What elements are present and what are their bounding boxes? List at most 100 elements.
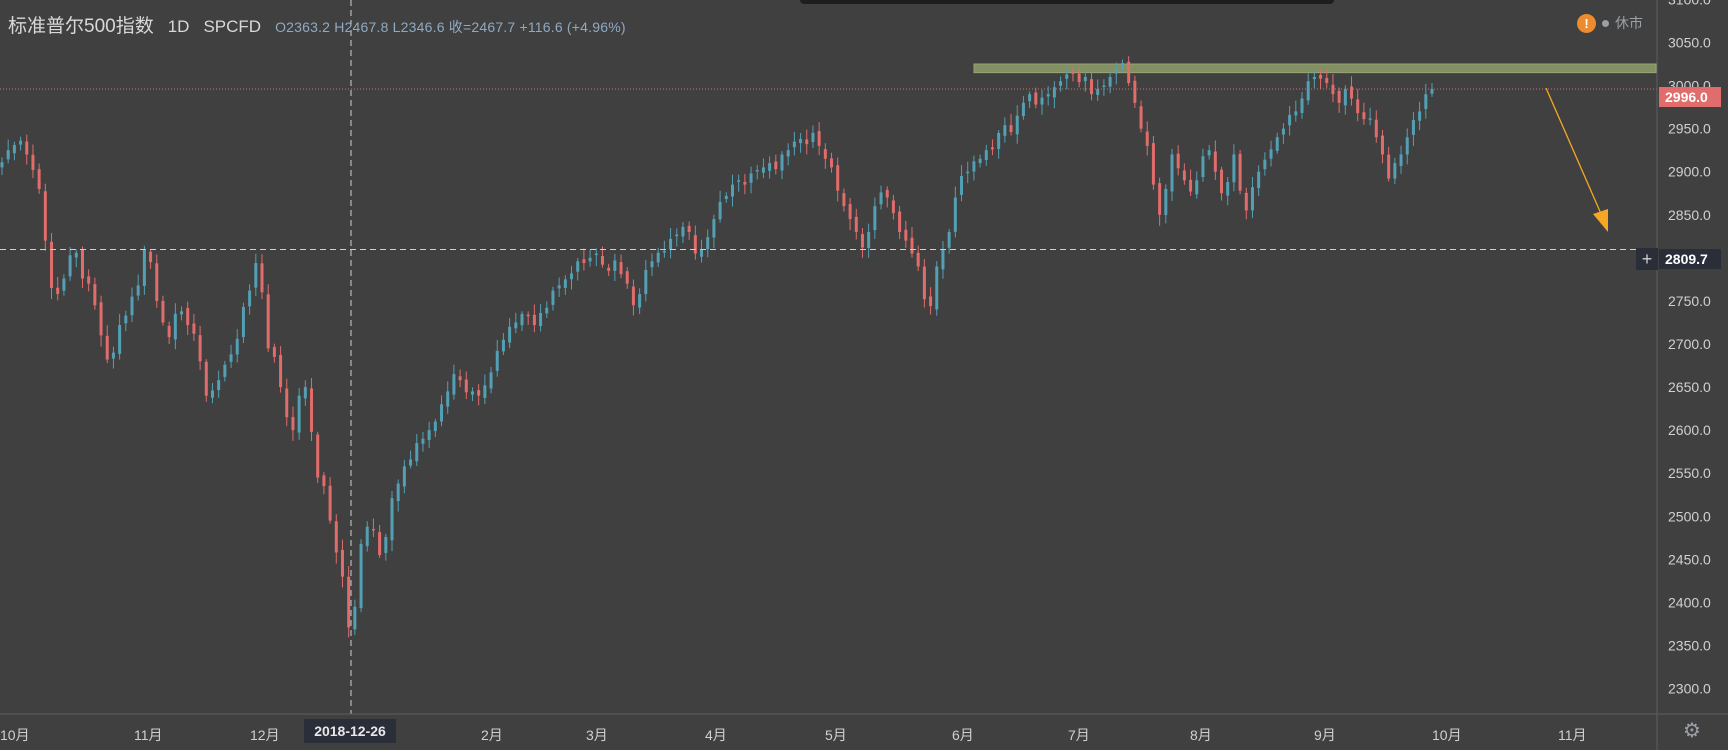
candle-body <box>966 171 970 174</box>
candle-body <box>792 141 796 148</box>
price-tick-label: 2650.0 <box>1668 379 1711 395</box>
price-tick-label: 2900.0 <box>1668 164 1711 180</box>
candle-body <box>526 314 530 317</box>
candle-body <box>1139 106 1143 129</box>
candle-body <box>1114 68 1118 74</box>
candle-body <box>1040 97 1044 105</box>
price-tick-label: 2450.0 <box>1668 551 1711 567</box>
candle-body <box>43 191 47 241</box>
candle-body <box>359 543 363 609</box>
candle-body <box>860 234 864 248</box>
candle-body <box>477 390 481 396</box>
candle-body <box>898 211 902 233</box>
candle-body <box>1343 89 1347 106</box>
candle-body <box>1096 89 1100 95</box>
candle-body <box>142 249 146 286</box>
candle-body <box>588 257 592 262</box>
market-status: ! 休市 <box>1577 13 1643 33</box>
candle-body <box>656 252 660 263</box>
candle-body <box>87 276 91 284</box>
candle-body <box>867 232 871 248</box>
candle-body <box>1337 90 1341 103</box>
arrow-head <box>1593 209 1608 232</box>
candle-body <box>93 284 97 306</box>
candle-body <box>322 475 326 487</box>
candle-body <box>1281 128 1285 135</box>
candle-body <box>1244 192 1248 211</box>
candle-body <box>396 483 400 502</box>
candle-body <box>1207 150 1211 156</box>
arrow-shaft <box>1545 87 1603 217</box>
candle-body <box>972 161 976 172</box>
candle-body <box>427 430 431 440</box>
symbol-title[interactable]: 标准普尔500指数 <box>8 16 154 37</box>
candle-body <box>1312 76 1316 80</box>
candle-body <box>124 315 128 324</box>
candle-body <box>1220 169 1224 194</box>
candle-body <box>62 278 66 291</box>
last-price-tag: 2996.0 <box>1659 87 1721 107</box>
candle-body <box>74 252 78 258</box>
candle-body <box>12 144 16 154</box>
candle-body <box>1275 137 1279 151</box>
candle-body <box>25 141 29 155</box>
candle-body <box>68 255 72 277</box>
candle-body <box>1127 61 1131 83</box>
candle-body <box>353 606 357 630</box>
candle-body <box>136 285 140 296</box>
candle-body <box>817 131 821 146</box>
time-tick-label: 12月 <box>250 727 280 743</box>
settings-gear-icon[interactable]: ⚙ <box>1683 720 1701 742</box>
candle-body <box>613 260 617 271</box>
candle-body <box>1021 102 1025 117</box>
candle-body <box>749 173 753 183</box>
candle-body <box>56 287 60 295</box>
interval-label[interactable]: 1D <box>167 17 190 36</box>
candle-body <box>1288 114 1292 126</box>
price-tick-label: 2400.0 <box>1668 594 1711 610</box>
candle-body <box>774 161 778 170</box>
price-tick-label: 2500.0 <box>1668 508 1711 524</box>
candle-body <box>891 200 895 214</box>
alert-icon[interactable]: ! <box>1577 13 1596 33</box>
candle-body <box>130 296 134 316</box>
time-tick-label: 2月 <box>481 727 503 743</box>
candle-body <box>254 263 258 288</box>
candle-body <box>1374 119 1378 138</box>
candle-body <box>755 169 759 172</box>
candle-body <box>520 313 524 326</box>
candle-body <box>681 226 685 237</box>
candle-body <box>6 150 10 160</box>
candle-body <box>340 549 344 577</box>
time-tick-label: 9月 <box>1314 727 1336 743</box>
candle-body <box>1145 131 1149 146</box>
crosshair-date-tag: 2018-12-26 <box>304 719 396 743</box>
candle-body <box>600 255 604 265</box>
candle-body <box>1009 125 1013 133</box>
candle-body <box>495 350 499 371</box>
candle-body <box>1319 74 1323 79</box>
candle-body <box>830 158 834 168</box>
candle-body <box>1182 170 1186 181</box>
candle-body <box>161 300 165 323</box>
candle-body <box>1356 99 1360 114</box>
candle-body <box>223 364 227 377</box>
candle-body <box>316 434 320 478</box>
candle-body <box>1263 159 1267 170</box>
candle-body <box>625 271 629 284</box>
candle-body <box>1331 84 1335 95</box>
candle-body <box>761 167 765 173</box>
time-tick-label: 6月 <box>952 727 974 743</box>
add-plus-icon[interactable]: + <box>1636 248 1658 270</box>
candle-body <box>241 306 245 337</box>
candle-body <box>730 184 734 197</box>
candle-body <box>31 154 35 170</box>
candle-body <box>545 307 549 314</box>
candle-body <box>149 251 153 263</box>
time-tick-label: 11月 <box>134 727 163 743</box>
candle-body <box>501 339 505 352</box>
price-tick-label: 2850.0 <box>1668 207 1711 223</box>
candle-body <box>180 311 184 315</box>
